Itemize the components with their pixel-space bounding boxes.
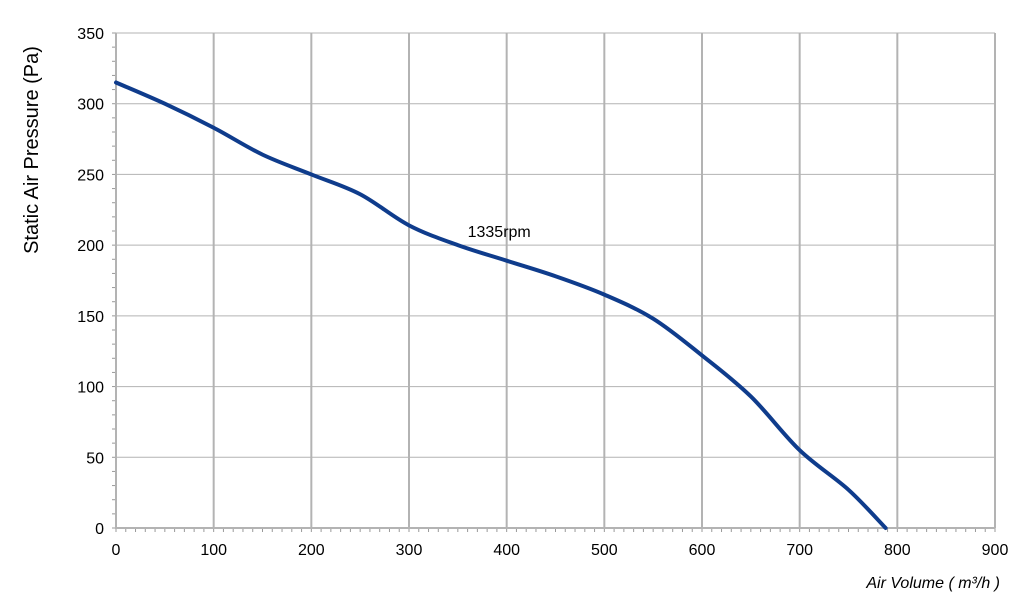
y-tick-label: 300 bbox=[77, 97, 104, 114]
series-group bbox=[114, 80, 888, 530]
x-tick-label: 0 bbox=[112, 542, 121, 559]
y-axis-title: Static Air Pressure (Pa) bbox=[21, 46, 43, 254]
y-tick-label: 0 bbox=[95, 521, 104, 538]
y-tick-label: 50 bbox=[86, 450, 104, 467]
x-tick-label: 400 bbox=[493, 542, 520, 559]
y-tick-labels: 0 50 100 150 200 250 300 350 bbox=[77, 26, 104, 538]
y-tick-label: 250 bbox=[77, 167, 104, 184]
series-line bbox=[114, 80, 888, 530]
axes bbox=[115, 33, 995, 529]
x-tick-label: 500 bbox=[591, 542, 618, 559]
x-tick-label: 100 bbox=[200, 542, 227, 559]
curve-annotation: 1335rpm bbox=[468, 224, 531, 241]
x-tick-labels: 0 100 200 300 400 500 600 700 800 900 bbox=[112, 542, 1009, 559]
y-tick-label: 350 bbox=[77, 26, 104, 43]
x-tick-label: 800 bbox=[884, 542, 911, 559]
x-tick-label: 900 bbox=[982, 542, 1009, 559]
x-tick-label: 300 bbox=[396, 542, 423, 559]
y-tick-label: 200 bbox=[77, 238, 104, 255]
x-tick-label: 200 bbox=[298, 542, 325, 559]
y-tick-label: 100 bbox=[77, 380, 104, 397]
x-axis-title: Air Volume ( m³/h ) bbox=[865, 575, 1000, 592]
grid bbox=[116, 32, 996, 528]
x-tick-label: 600 bbox=[689, 542, 716, 559]
x-tick-label: 700 bbox=[786, 542, 813, 559]
y-tick-label: 150 bbox=[77, 309, 104, 326]
